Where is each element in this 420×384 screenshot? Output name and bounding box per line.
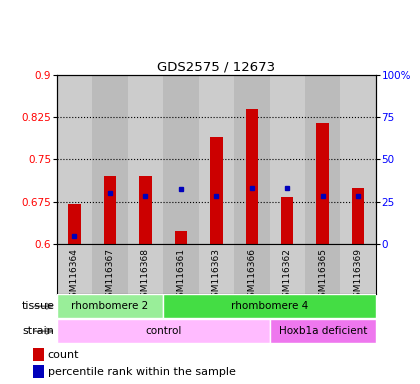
Bar <box>163 294 376 318</box>
Bar <box>139 176 152 244</box>
Bar <box>341 244 376 294</box>
Bar <box>270 75 305 244</box>
Text: control: control <box>145 326 181 336</box>
Text: GSM116369: GSM116369 <box>354 248 362 303</box>
Text: GSM116361: GSM116361 <box>176 248 185 303</box>
Bar <box>57 319 270 343</box>
Bar <box>68 204 81 244</box>
Bar <box>33 365 44 379</box>
Title: GDS2575 / 12673: GDS2575 / 12673 <box>157 61 276 74</box>
Bar <box>104 176 116 244</box>
Bar <box>163 244 199 294</box>
Bar <box>57 75 92 244</box>
Bar <box>92 244 128 294</box>
Bar <box>199 244 234 294</box>
Bar <box>199 75 234 244</box>
Bar <box>33 348 44 361</box>
Bar <box>128 75 163 244</box>
Bar <box>281 197 294 244</box>
Text: GSM116365: GSM116365 <box>318 248 327 303</box>
Text: rhombomere 4: rhombomere 4 <box>231 301 308 311</box>
Text: GSM116368: GSM116368 <box>141 248 150 303</box>
Text: GSM116367: GSM116367 <box>105 248 114 303</box>
Text: count: count <box>48 350 79 360</box>
Bar <box>128 244 163 294</box>
Text: GSM116363: GSM116363 <box>212 248 221 303</box>
Bar <box>92 75 128 244</box>
Bar <box>234 244 270 294</box>
Bar <box>270 244 305 294</box>
Text: percentile rank within the sample: percentile rank within the sample <box>48 367 236 377</box>
Text: rhombomere 2: rhombomere 2 <box>71 301 149 311</box>
Bar <box>175 231 187 244</box>
Text: GSM116366: GSM116366 <box>247 248 256 303</box>
Bar <box>57 244 92 294</box>
Bar <box>163 75 199 244</box>
Bar <box>210 137 223 244</box>
Bar <box>352 187 365 244</box>
Text: strain: strain <box>23 326 55 336</box>
Bar <box>317 123 329 244</box>
Text: GSM116364: GSM116364 <box>70 248 79 303</box>
Bar <box>341 75 376 244</box>
Text: Hoxb1a deficient: Hoxb1a deficient <box>278 326 367 336</box>
Bar <box>270 319 376 343</box>
Text: GSM116362: GSM116362 <box>283 248 292 303</box>
Bar <box>305 75 341 244</box>
Text: tissue: tissue <box>21 301 55 311</box>
Bar <box>305 244 341 294</box>
Bar <box>246 109 258 244</box>
Bar <box>234 75 270 244</box>
Bar <box>57 294 163 318</box>
